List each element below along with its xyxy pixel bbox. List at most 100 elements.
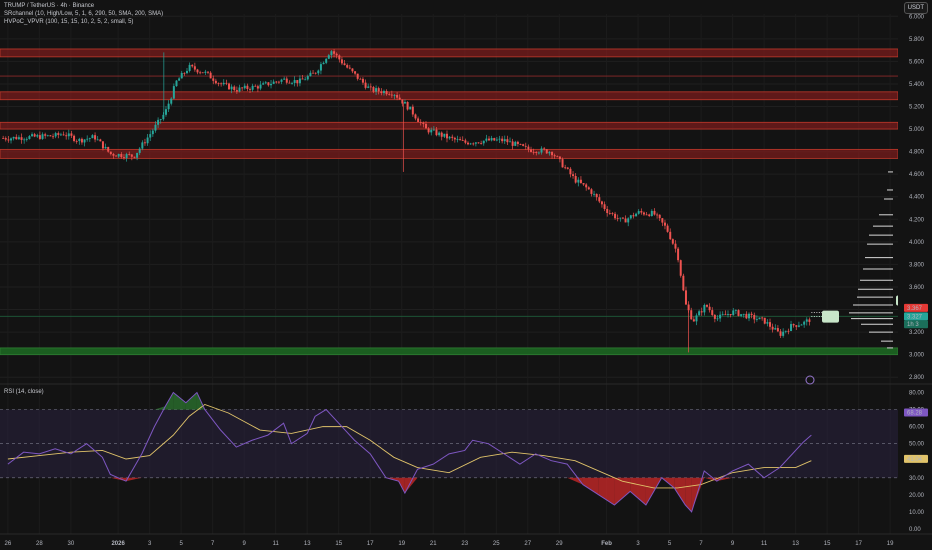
candle-body	[422, 122, 425, 124]
candle-body	[708, 306, 711, 311]
candle-body	[107, 146, 110, 152]
candle-body	[797, 325, 800, 327]
candle-body	[456, 139, 459, 140]
candle-body	[317, 70, 320, 74]
candle-body	[587, 187, 590, 190]
candle-body	[78, 138, 81, 142]
candle-body	[38, 135, 41, 139]
candle-body	[154, 124, 157, 131]
candle-body	[411, 106, 414, 115]
candle-body	[7, 139, 10, 141]
candle-body	[677, 248, 680, 261]
candle-body	[766, 322, 769, 324]
rsi-tick-label: 10.00	[909, 510, 925, 516]
candle-body	[172, 86, 175, 99]
indicator-hvpoc[interactable]: HVPoC_VPVR (100, 15, 15, 10, 2, 5, 2, sm…	[4, 19, 134, 25]
rsi-oversold-fill	[674, 477, 686, 506]
candle-body	[99, 139, 102, 142]
candle-body	[724, 314, 727, 316]
candle-body	[17, 137, 20, 140]
time-tick-label: 25	[493, 541, 500, 547]
candle-body	[367, 86, 370, 88]
chart-legend: TRUMP / TetherUS · 4h · Binance SRchanne…	[4, 2, 163, 26]
candle-body	[566, 167, 569, 169]
price-tag: 3.367	[907, 306, 923, 312]
price-tick-label: 4.000	[909, 240, 925, 246]
candle-body	[753, 314, 756, 320]
candle-body	[372, 87, 375, 92]
candle-body	[611, 213, 614, 214]
candle-body	[20, 137, 23, 140]
candle-body	[616, 218, 619, 220]
candle-body	[293, 80, 296, 83]
candle-body	[750, 313, 753, 315]
currency-button[interactable]: USDT	[903, 2, 928, 14]
candle-body	[275, 81, 278, 83]
candle-body	[472, 143, 475, 145]
time-tick-label: 30	[68, 541, 75, 547]
time-tick-label: 23	[461, 541, 468, 547]
candle-body	[291, 82, 294, 84]
price-tag-bg	[904, 303, 928, 312]
candle-body	[406, 102, 409, 110]
price-tick-label: 5.400	[909, 82, 925, 88]
candle-body	[83, 139, 86, 143]
candle-body	[603, 204, 606, 210]
price-tick-label: 2.800	[909, 375, 925, 381]
rsi-legend[interactable]: RSI (14, close)	[4, 389, 44, 395]
candle-body	[771, 326, 774, 330]
indicator-srchannel[interactable]: SRchannel (10, High/Low, 5, 1, 6, 290, 5…	[4, 11, 164, 17]
price-tick-label: 4.400	[909, 195, 925, 201]
rsi-oversold-fill	[630, 477, 646, 506]
candle-body	[249, 88, 252, 90]
candle-body	[322, 62, 325, 65]
alert-icon	[805, 375, 815, 385]
candle-body	[511, 141, 514, 146]
candle-body	[795, 325, 798, 327]
candle-body	[112, 153, 115, 156]
candle-body	[695, 315, 698, 322]
candle-body	[361, 78, 364, 83]
candle-body	[364, 82, 367, 88]
candle-body	[80, 138, 83, 143]
candle-body	[748, 313, 751, 319]
candle-body	[128, 154, 131, 155]
candle-body	[146, 137, 149, 144]
candle-body	[427, 128, 430, 133]
candle-body	[729, 314, 732, 316]
candle-body	[209, 72, 212, 79]
candle-body	[522, 144, 525, 146]
candle-body	[296, 80, 299, 84]
candle-body	[545, 149, 548, 154]
candle-body	[206, 71, 209, 73]
candle-body	[23, 139, 26, 141]
candle-body	[448, 136, 451, 139]
candle-body	[572, 174, 575, 176]
time-tick-label: 13	[792, 541, 799, 547]
candle-body	[440, 132, 443, 137]
candle-body	[682, 275, 685, 291]
rsi-ma-value-tag-bg	[904, 454, 928, 463]
symbol-title[interactable]: TRUMP / TetherUS · 4h · Binance	[4, 3, 95, 9]
candle-body	[540, 148, 543, 153]
candle-body	[590, 189, 593, 194]
rsi-band	[0, 409, 898, 478]
candle-body	[277, 81, 280, 83]
candle-body	[569, 168, 572, 175]
rsi-tick-label: 60.00	[909, 425, 925, 431]
candle-body	[343, 63, 346, 66]
candle-body	[159, 119, 162, 121]
candle-body	[761, 317, 764, 319]
candle-body	[109, 151, 112, 154]
candle-body	[196, 69, 199, 73]
candle-body	[217, 83, 220, 85]
candle-body	[543, 148, 546, 150]
candle-body	[375, 88, 378, 92]
candle-body	[414, 114, 417, 119]
candle-body	[784, 330, 787, 332]
candle-body	[726, 314, 729, 315]
candle-body	[548, 152, 551, 154]
time-tick-label: 2026	[111, 541, 125, 547]
candle-body	[175, 80, 178, 87]
